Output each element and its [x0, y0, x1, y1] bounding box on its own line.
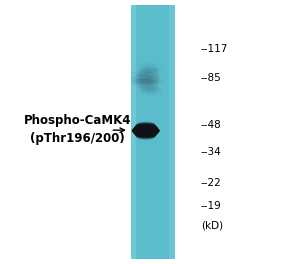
Ellipse shape [133, 127, 158, 131]
Text: (pThr196/200): (pThr196/200) [31, 132, 125, 145]
Ellipse shape [133, 126, 158, 131]
Ellipse shape [134, 131, 157, 136]
Ellipse shape [135, 133, 156, 138]
Ellipse shape [136, 122, 155, 127]
Ellipse shape [137, 135, 155, 140]
Ellipse shape [138, 73, 159, 80]
Ellipse shape [136, 134, 155, 139]
Ellipse shape [136, 134, 155, 139]
Ellipse shape [132, 129, 159, 134]
Ellipse shape [132, 128, 159, 133]
Ellipse shape [132, 128, 160, 133]
Text: --48: --48 [201, 120, 222, 130]
Ellipse shape [137, 75, 160, 82]
Ellipse shape [132, 127, 159, 132]
Bar [131, 5, 175, 259]
Ellipse shape [133, 130, 159, 134]
Ellipse shape [136, 123, 156, 128]
Ellipse shape [137, 122, 155, 126]
Text: --85: --85 [201, 73, 222, 83]
Ellipse shape [135, 124, 157, 129]
Ellipse shape [135, 124, 156, 129]
Ellipse shape [134, 125, 157, 130]
Ellipse shape [134, 125, 157, 130]
Text: (kD): (kD) [201, 221, 223, 231]
Ellipse shape [133, 130, 158, 135]
Ellipse shape [136, 123, 156, 128]
Text: Phospho-CaMK4: Phospho-CaMK4 [24, 114, 132, 127]
Bar [131, 5, 136, 259]
Ellipse shape [134, 125, 158, 130]
Ellipse shape [133, 127, 159, 132]
Text: --22: --22 [201, 178, 222, 188]
Ellipse shape [135, 133, 156, 137]
Text: --117: --117 [201, 44, 228, 54]
Ellipse shape [135, 124, 156, 128]
Ellipse shape [136, 133, 156, 138]
Ellipse shape [134, 132, 157, 136]
Ellipse shape [134, 126, 158, 131]
Ellipse shape [137, 77, 160, 83]
Bar [170, 5, 175, 259]
Ellipse shape [136, 134, 156, 138]
Ellipse shape [138, 78, 159, 85]
Ellipse shape [136, 122, 155, 127]
Text: --19: --19 [201, 201, 222, 211]
Ellipse shape [132, 129, 159, 134]
Ellipse shape [137, 121, 155, 126]
Ellipse shape [135, 132, 157, 137]
Ellipse shape [132, 129, 160, 133]
Text: --34: --34 [201, 147, 222, 157]
Ellipse shape [134, 131, 158, 136]
Ellipse shape [133, 130, 158, 135]
Ellipse shape [134, 131, 158, 135]
Ellipse shape [137, 135, 155, 140]
